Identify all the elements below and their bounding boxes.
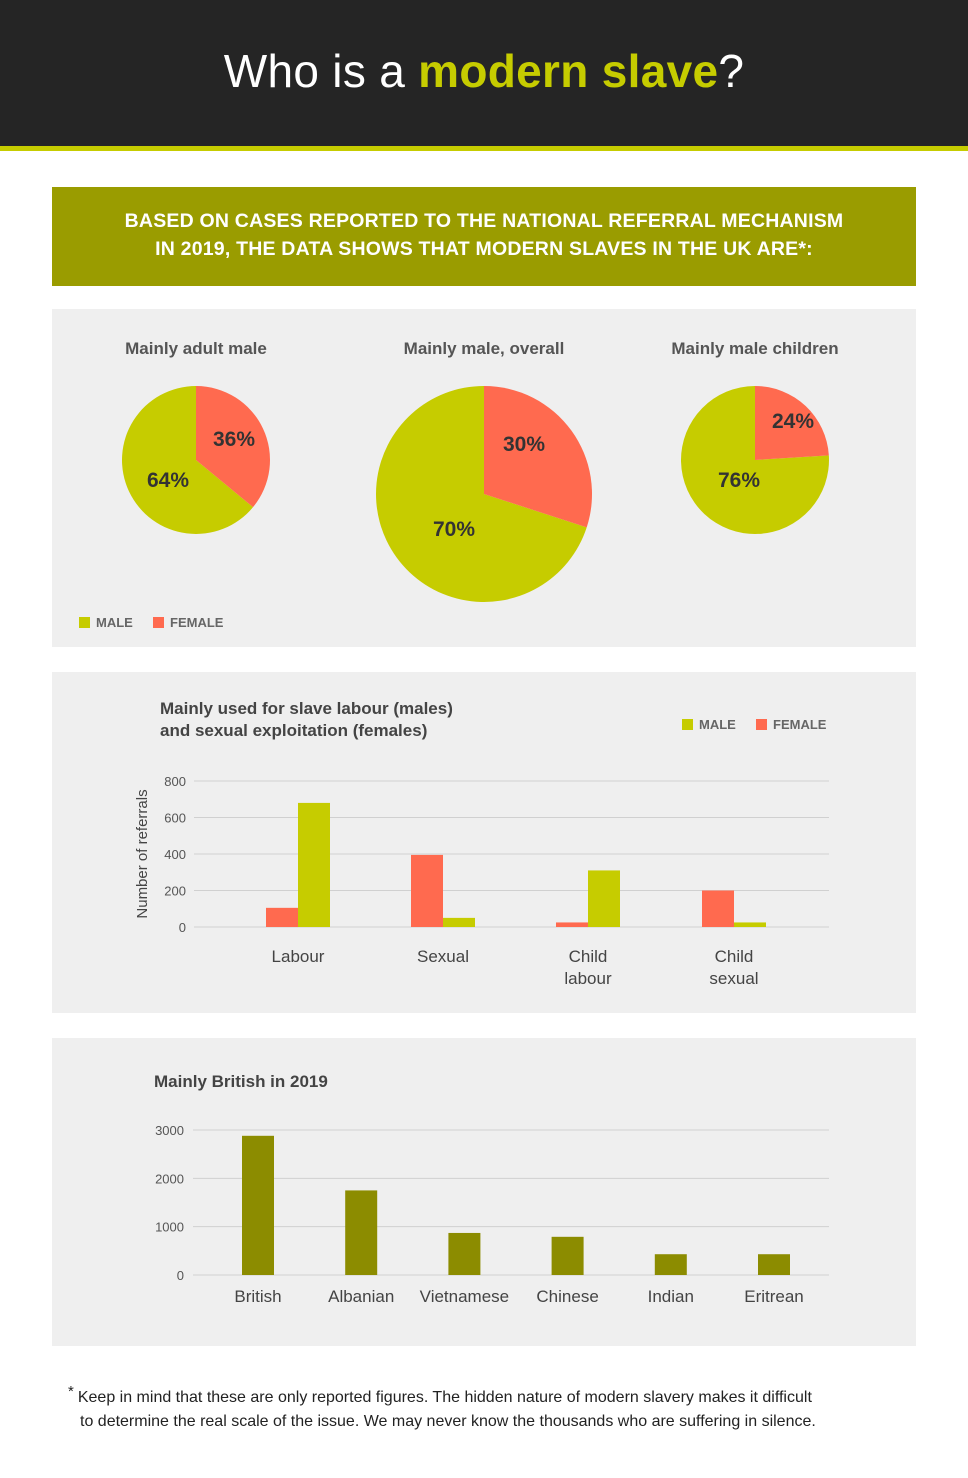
- chart-title-line-1: Mainly used for slave labour (males): [160, 699, 453, 718]
- nationality-bar-chart: Mainly British in 2019 0 1000 2000 3000 Briti…: [154, 1072, 829, 1306]
- pie-chart-3: Mainly male children 76% 24%: [671, 339, 839, 534]
- pie-legend: MALE FEMALE: [79, 615, 224, 630]
- bar-eritrean: [758, 1254, 790, 1275]
- title-end: ?: [718, 45, 745, 97]
- legend-label-male: MALE: [699, 717, 736, 732]
- x-tick-label: Chinese: [536, 1287, 598, 1306]
- bar-female-sexual: [411, 854, 443, 927]
- pie-chart-1: Mainly adult male 64% 36%: [121, 339, 270, 534]
- page-title: Who is a modern slave?: [0, 44, 968, 98]
- bar-male-labour: [298, 802, 330, 927]
- pie-label-female: 36%: [213, 428, 255, 451]
- x-tick-label: Indian: [648, 1287, 694, 1306]
- legend-swatch-female: [756, 719, 767, 730]
- x-tick-label: labour: [564, 969, 612, 988]
- x-tick-label: Vietnamese: [420, 1287, 509, 1306]
- header: Who is a modern slave?: [0, 0, 968, 146]
- y-tick-label: 600: [164, 811, 186, 826]
- chart-title: Mainly British in 2019: [154, 1072, 328, 1091]
- x-tick-label: Albanian: [328, 1287, 394, 1306]
- header-divider: [0, 146, 968, 151]
- pie-slice-male: [376, 386, 587, 602]
- legend-label-female: FEMALE: [773, 717, 827, 732]
- title-accent: modern slave: [418, 45, 719, 97]
- y-tick-label: 800: [164, 774, 186, 789]
- y-tick-label: 400: [164, 847, 186, 862]
- x-tick-label: Sexual: [417, 947, 469, 966]
- nationality-panel: Mainly British in 2019 0 1000 2000 3000 Briti…: [52, 1038, 916, 1346]
- pie-title: Mainly male children: [671, 339, 838, 358]
- pie-title: Mainly male, overall: [404, 339, 565, 358]
- exploitation-panel: Mainly used for slave labour (males) and …: [52, 672, 916, 1013]
- pie-title: Mainly adult male: [125, 339, 267, 358]
- x-tick-label: Child: [715, 947, 754, 966]
- y-tick-label: 0: [179, 920, 186, 935]
- banner-line-1: BASED ON CASES REPORTED TO THE NATIONAL …: [124, 210, 844, 232]
- y-tick-label: 2000: [155, 1171, 184, 1186]
- x-tick-label: Labour: [272, 947, 325, 966]
- gender-pies-panel: Mainly adult male 64% 36% Mainly male, over…: [52, 309, 916, 647]
- exploitation-bar-chart: Mainly used for slave labour (males) and …: [134, 699, 829, 988]
- pie-label-male: 76%: [718, 469, 760, 492]
- pie-label-female: 24%: [772, 410, 814, 433]
- chart-title-line-2: and sexual exploitation (females): [160, 721, 427, 740]
- legend-label-male: MALE: [96, 615, 133, 630]
- bar-vietnamese: [448, 1232, 481, 1275]
- legend-swatch-female: [153, 617, 164, 628]
- bar-male-child-sexual: [734, 922, 766, 927]
- legend-swatch-male: [682, 719, 693, 730]
- bar-albanian: [345, 1190, 378, 1275]
- bar-female-labour: [266, 907, 298, 927]
- bar-chinese: [551, 1236, 584, 1275]
- x-tick-label: British: [234, 1287, 281, 1306]
- pie-label-female: 30%: [503, 433, 545, 456]
- bar-male-child-labour: [588, 870, 620, 927]
- pie-slice-male: [121, 386, 254, 534]
- pie-slice-female: [755, 386, 829, 460]
- legend-label-female: FEMALE: [170, 615, 224, 630]
- bar-female-child-sexual: [702, 890, 734, 927]
- y-tick-label: 200: [164, 884, 186, 899]
- gender-pie-charts: Mainly adult male 64% 36% Mainly male, over…: [79, 339, 839, 630]
- footnote-text-1: Keep in mind that these are only reporte…: [77, 1389, 812, 1406]
- bar-indian: [654, 1254, 687, 1275]
- y-tick-label: 1000: [155, 1220, 184, 1235]
- bar-male-sexual: [443, 917, 475, 927]
- pie-slice-male: [681, 386, 830, 534]
- banner-line-2: IN 2019, THE DATA SHOWS THAT MODERN SLAV…: [155, 238, 813, 260]
- pie-slice-female: [484, 386, 593, 528]
- pie-chart-2: Mainly male, overall 70% 30%: [376, 339, 593, 602]
- footnote-mark: *: [68, 1383, 74, 1400]
- y-axis-label: Number of referrals: [134, 789, 151, 918]
- legend-swatch-male: [79, 617, 90, 628]
- footnote-line-2: to determine the real scale of the issue…: [80, 1413, 816, 1430]
- bar-british: [242, 1135, 274, 1275]
- y-tick-label: 0: [177, 1268, 184, 1283]
- x-tick-label: sexual: [709, 969, 758, 988]
- x-tick-label: Eritrean: [744, 1287, 804, 1306]
- y-tick-label: 3000: [155, 1123, 184, 1138]
- intro-banner: BASED ON CASES REPORTED TO THE NATIONAL …: [52, 187, 916, 286]
- pie-slice-female: [196, 386, 270, 508]
- title-text: Who is a: [223, 45, 419, 97]
- footnote-line-1: * Keep in mind that these are only report…: [68, 1383, 928, 1410]
- footnote: * Keep in mind that these are only report…: [68, 1383, 928, 1434]
- pie-label-male: 64%: [147, 469, 189, 492]
- x-tick-label: Child: [569, 947, 608, 966]
- pie-label-male: 70%: [433, 518, 475, 541]
- bar-female-child-labour: [556, 922, 588, 927]
